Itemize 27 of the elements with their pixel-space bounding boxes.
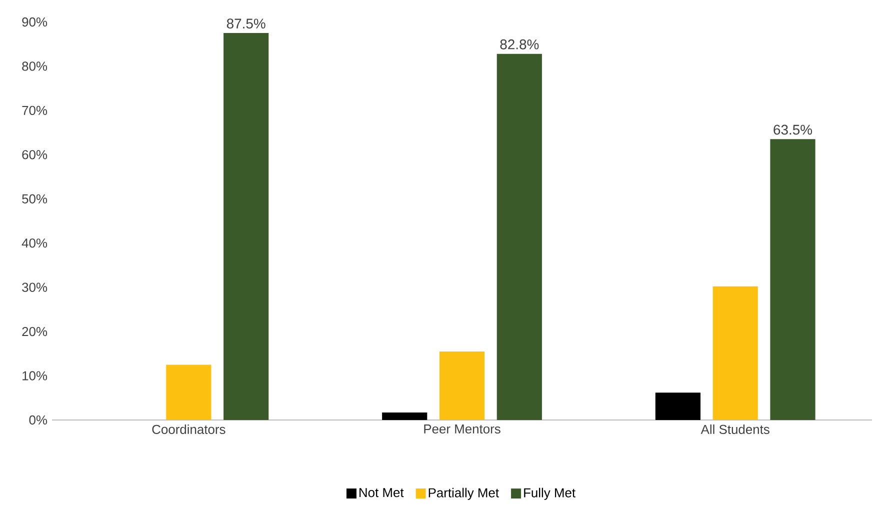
legend-label: Partially Met [428,488,499,500]
bar [655,392,700,420]
data-label: 87.5% [226,18,266,29]
x-tick-label: All Students [700,424,770,434]
y-tick-label: 90% [22,17,48,27]
bar [382,412,428,420]
y-tick-label: 70% [22,106,48,116]
x-tick-label: Coordinators [152,424,226,434]
bar [166,364,212,420]
y-tick-label: 20% [22,326,48,336]
legend-label: Not Met [360,488,404,498]
legend-label: Fully Met [524,488,576,500]
y-tick-label: 60% [22,150,48,160]
bar [496,54,542,420]
bar [712,286,758,420]
bar [439,351,485,420]
y-tick-label: 80% [22,62,48,71]
y-tick-label: 40% [22,238,48,248]
y-tick-label: 50% [22,194,48,204]
bar [770,139,816,420]
y-tick-label: 10% [22,371,48,380]
bar [224,33,269,420]
data-label: 63.5% [774,124,812,135]
x-tick-label: Peer Mentors [424,424,500,434]
y-tick-label: 30% [22,282,48,292]
data-label: 82.8% [500,39,539,50]
y-tick-label: 0% [29,415,48,425]
